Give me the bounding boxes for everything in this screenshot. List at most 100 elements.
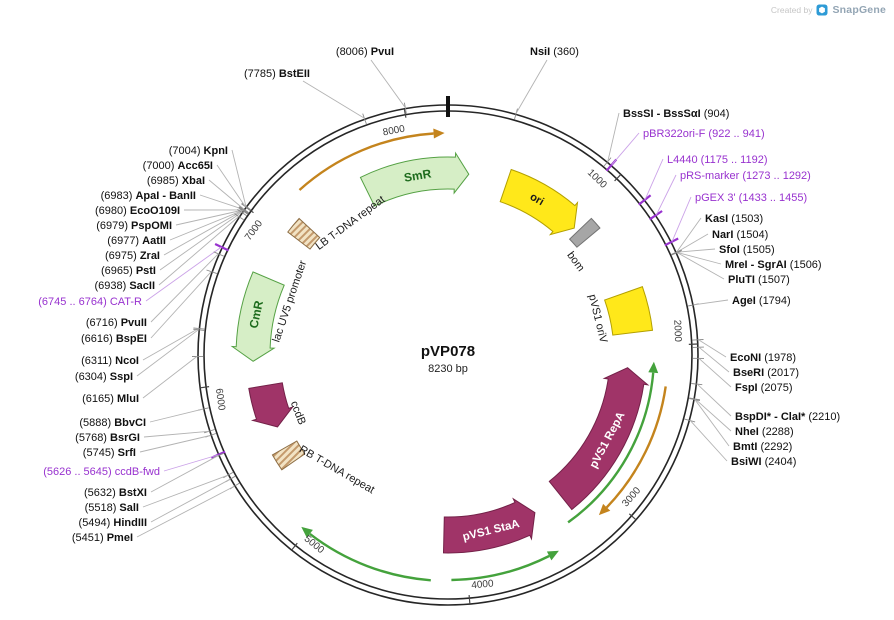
site-tick-sacII bbox=[234, 213, 244, 221]
tick-mark-8000 bbox=[403, 108, 407, 118]
feature-pvs1-oriv-shape[interactable] bbox=[603, 286, 654, 336]
callout-ecoNI[interactable]: EcoNI (1978) bbox=[730, 352, 796, 364]
site-tick-bsiWI bbox=[684, 418, 696, 423]
feature-smr-shape[interactable] bbox=[359, 151, 470, 207]
callout-bspDI[interactable]: BspDI* - ClaI* (2210) bbox=[735, 411, 840, 423]
callout-bssSI[interactable]: BssSI - BssSαI (904) bbox=[623, 108, 729, 120]
leader-ncoI bbox=[142, 328, 199, 361]
orf-arc-right-orange[interactable] bbox=[598, 386, 667, 516]
callout-pbr322oriF[interactable]: pBR322ori-F (922 .. 941) bbox=[643, 128, 765, 140]
callout-pstI[interactable]: (6965) PstI bbox=[101, 265, 156, 277]
orf-arc-bottom-left-head bbox=[301, 526, 313, 538]
orf-arc-bottom-right[interactable] bbox=[451, 550, 559, 582]
feature-pvs1-oriv[interactable]: pVS1 oriV bbox=[586, 286, 654, 345]
callout-kpnI[interactable]: (7004) KpnI bbox=[169, 145, 228, 157]
feature-pvs1-staa-shape[interactable] bbox=[442, 497, 536, 554]
callout-pgex3[interactable]: pGEX 3' (1433 .. 1455) bbox=[695, 192, 807, 204]
site-tick-nheI bbox=[689, 397, 701, 401]
site-tick-sspI bbox=[193, 328, 205, 331]
callout-kasI[interactable]: KasI (1503) bbox=[705, 213, 763, 225]
callout-sacII[interactable]: (6938) SacII bbox=[94, 280, 155, 292]
orf-arc-top-body bbox=[298, 132, 434, 191]
leader-l4440 bbox=[644, 158, 664, 200]
leader-bmtI bbox=[694, 399, 730, 447]
site-tick-pluTI bbox=[671, 250, 682, 256]
callout-xbaI[interactable]: (6985) XbaI bbox=[147, 175, 205, 187]
feature-lb-tdna[interactable]: LB T-DNA repeat bbox=[287, 194, 388, 253]
callout-prsMarker[interactable]: pRS-marker (1273 .. 1292) bbox=[680, 170, 811, 182]
feature-ori-shape[interactable] bbox=[499, 168, 579, 236]
feature-rb-tdna[interactable]: RB T-DNA repeat bbox=[271, 440, 376, 496]
feature-label-lb-tdna: LB T-DNA repeat bbox=[313, 194, 387, 253]
callout-nsiI[interactable]: NsiI (360) bbox=[530, 46, 579, 58]
callout-sfoI[interactable]: SfoI (1505) bbox=[719, 244, 775, 256]
callout-salI[interactable]: (5518) SalI bbox=[85, 502, 139, 514]
feature-cmr-shape[interactable] bbox=[230, 271, 285, 362]
orf-arc-top-head bbox=[433, 128, 445, 139]
feature-ccdb[interactable]: ccdB bbox=[248, 382, 308, 428]
callout-ncoI[interactable]: (6311) NcoI bbox=[81, 355, 139, 367]
leader-pvuII bbox=[150, 253, 219, 323]
callout-pvuII[interactable]: (6716) PvuII bbox=[86, 317, 147, 329]
orf-arc-bottom-left[interactable] bbox=[301, 526, 431, 582]
feature-lb-tdna-shape[interactable] bbox=[287, 217, 321, 250]
callout-pmeI[interactable]: (5451) PmeI bbox=[72, 532, 133, 544]
callout-pluTI[interactable]: PluTI (1507) bbox=[728, 274, 790, 286]
callout-ccdbFwd[interactable]: (5626 .. 5645) ccdB-fwd bbox=[43, 466, 160, 478]
callout-bspEI[interactable]: (6616) BspEI bbox=[81, 333, 147, 345]
callout-narI[interactable]: NarI (1504) bbox=[712, 229, 768, 241]
leader-pstI bbox=[159, 211, 242, 271]
primer-tick-l4440 bbox=[638, 194, 652, 206]
feature-smr[interactable]: SmR bbox=[359, 151, 470, 207]
feature-cmr[interactable]: CmR bbox=[230, 271, 285, 362]
callout-bbvCI[interactable]: (5888) BbvCI bbox=[79, 417, 146, 429]
callout-bsiWI[interactable]: BsiWI (2404) bbox=[731, 456, 796, 468]
callout-mluI[interactable]: (6165) MluI bbox=[82, 393, 139, 405]
tick-label-8000: 8000 bbox=[382, 124, 406, 139]
callout-pvuI[interactable]: (8006) PvuI bbox=[336, 46, 394, 58]
leader-kasI bbox=[676, 217, 702, 253]
tick-label-1000: 1000 bbox=[585, 167, 609, 191]
tick-mark-3000 bbox=[628, 513, 637, 521]
feature-pvs1-repa-shape[interactable] bbox=[548, 367, 650, 511]
callout-ecoO109I[interactable]: (6980) EcoO109I bbox=[95, 205, 180, 217]
callout-bstXI[interactable]: (5632) BstXI bbox=[84, 487, 147, 499]
feature-ccdb-shape[interactable] bbox=[248, 382, 294, 428]
callout-apaI[interactable]: (6983) ApaI - BanII bbox=[101, 190, 196, 202]
snapgene-logo bbox=[816, 4, 828, 16]
leader-pvuI bbox=[370, 59, 406, 108]
feature-label-ccdb: ccdB bbox=[288, 399, 308, 426]
callout-bsrGI[interactable]: (5768) BsrGI bbox=[75, 432, 140, 444]
callout-l4440[interactable]: L4440 (1175 .. 1192) bbox=[667, 154, 768, 166]
leader-fspI bbox=[698, 358, 732, 388]
callout-sspI[interactable]: (6304) SspI bbox=[75, 371, 133, 383]
orf-arc-right-green-head bbox=[648, 361, 659, 374]
feature-ori[interactable]: ori bbox=[499, 168, 579, 236]
callout-srfI[interactable]: (5745) SrfI bbox=[83, 447, 136, 459]
site-tick-pvuII bbox=[213, 251, 224, 257]
callout-bstEII[interactable]: (7785) BstEII bbox=[244, 68, 310, 80]
callout-ageI[interactable]: AgeI (1794) bbox=[732, 295, 791, 307]
tick-label-6000: 6000 bbox=[213, 388, 227, 412]
callout-bmtI[interactable]: BmtI (2292) bbox=[733, 441, 792, 453]
callout-aatII[interactable]: (6977) AatII bbox=[107, 235, 166, 247]
feature-rb-tdna-shape[interactable] bbox=[271, 440, 306, 471]
callout-bseRI[interactable]: BseRI (2017) bbox=[733, 367, 799, 379]
callout-mreI[interactable]: MreI - SgrAI (1506) bbox=[725, 259, 822, 271]
site-tick-bspEI bbox=[206, 269, 218, 275]
callout-hindIII[interactable]: (5494) HindIII bbox=[79, 517, 147, 529]
callout-acc65I[interactable]: (7000) Acc65I bbox=[143, 160, 213, 172]
callout-fspI[interactable]: FspI (2075) bbox=[735, 382, 792, 394]
callout-nheI[interactable]: NheI (2288) bbox=[735, 426, 794, 438]
orf-arc-right-green[interactable] bbox=[567, 361, 659, 524]
feature-pvs1-staa[interactable]: pVS1 StaA bbox=[442, 497, 536, 554]
orf-arc-right-orange-head bbox=[598, 503, 611, 516]
callout-zraI[interactable]: (6975) ZraI bbox=[105, 250, 160, 262]
tick-8000: 8000 bbox=[382, 108, 407, 139]
callout-pspOMI[interactable]: (6979) PspOMI bbox=[96, 220, 172, 232]
feature-bom-shape[interactable] bbox=[568, 217, 601, 248]
tick-label-7000: 7000 bbox=[243, 218, 265, 243]
orf-arc-top[interactable] bbox=[298, 128, 445, 191]
callout-catR[interactable]: (6745 .. 6764) CAT-R bbox=[38, 296, 142, 308]
